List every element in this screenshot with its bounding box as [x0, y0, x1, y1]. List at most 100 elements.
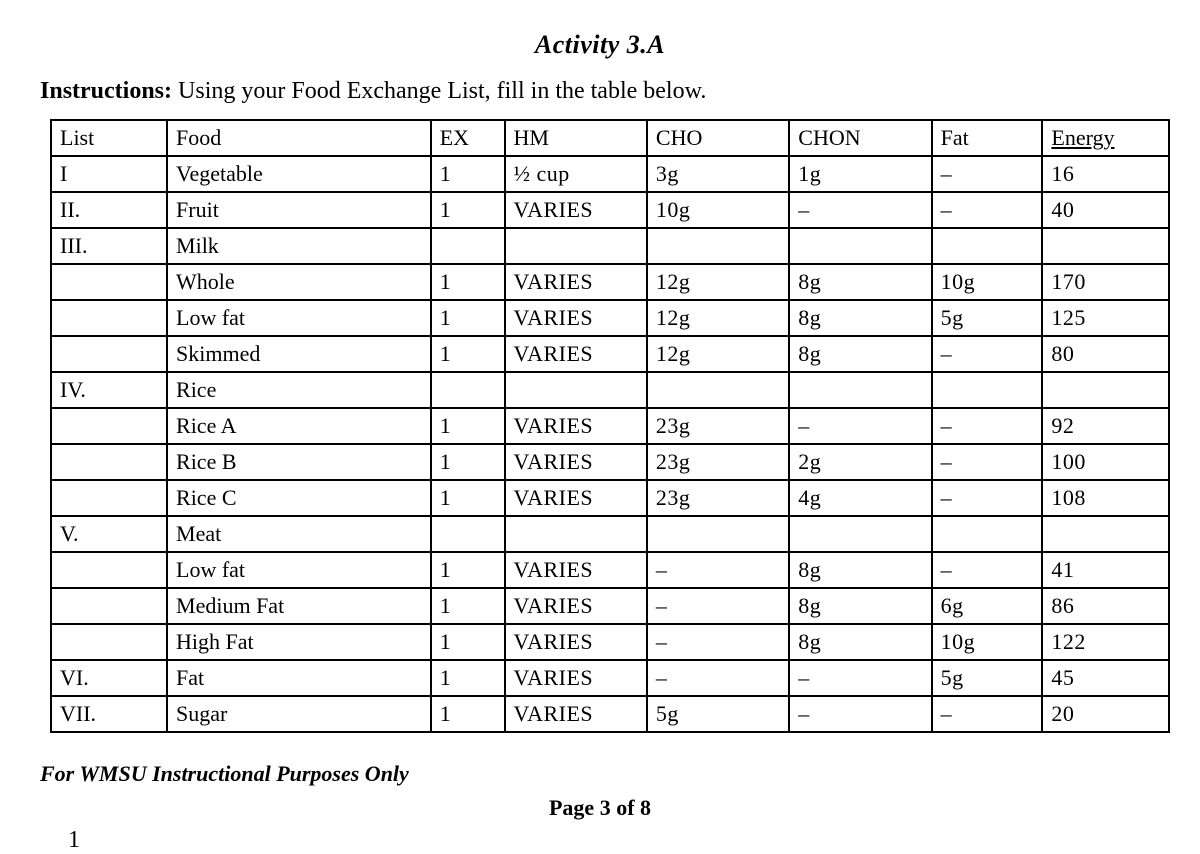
table-row: High Fat1VARIES–8g10g122: [51, 624, 1169, 660]
cell-list: V.: [51, 516, 167, 552]
cell-food: Rice A: [167, 408, 431, 444]
worksheet-page: Activity 3.A Instructions: Using your Fo…: [0, 0, 1200, 848]
cell-ex: 1: [431, 156, 505, 192]
cell-hm: VARIES: [505, 696, 647, 732]
cell-fat: –: [932, 408, 1043, 444]
cell-ex: 1: [431, 192, 505, 228]
cell-fat: 5g: [932, 660, 1043, 696]
cell-food: Sugar: [167, 696, 431, 732]
cell-list: IV.: [51, 372, 167, 408]
cell-energy: 41: [1042, 552, 1169, 588]
cell-energy: 125: [1042, 300, 1169, 336]
cell-chon: 8g: [789, 552, 931, 588]
cell-ex: 1: [431, 552, 505, 588]
col-header-hm: HM: [505, 120, 647, 156]
cell-ex: 1: [431, 624, 505, 660]
cell-hm: VARIES: [505, 588, 647, 624]
col-header-energy: Energy: [1042, 120, 1169, 156]
cell-chon: 8g: [789, 336, 931, 372]
cell-cho: [647, 372, 789, 408]
cell-list: [51, 408, 167, 444]
cell-energy: 108: [1042, 480, 1169, 516]
footer-one: 1: [68, 827, 1160, 854]
cell-ex: [431, 228, 505, 264]
table-row: II.Fruit1VARIES10g––40: [51, 192, 1169, 228]
table-row: IV.Rice: [51, 372, 1169, 408]
cell-ex: 1: [431, 264, 505, 300]
col-header-list: List: [51, 120, 167, 156]
cell-hm: [505, 228, 647, 264]
cell-list: III.: [51, 228, 167, 264]
cell-list: [51, 264, 167, 300]
cell-cho: 23g: [647, 408, 789, 444]
cell-hm: ½ cup: [505, 156, 647, 192]
cell-chon: 2g: [789, 444, 931, 480]
cell-chon: [789, 516, 931, 552]
table-row: Rice A1VARIES23g––92: [51, 408, 1169, 444]
cell-list: [51, 552, 167, 588]
cell-food: Rice C: [167, 480, 431, 516]
cell-food: Rice: [167, 372, 431, 408]
table-row: Low fat1VARIES–8g–41: [51, 552, 1169, 588]
cell-list: VI.: [51, 660, 167, 696]
cell-fat: –: [932, 336, 1043, 372]
col-header-ex: EX: [431, 120, 505, 156]
cell-cho: [647, 516, 789, 552]
cell-fat: –: [932, 192, 1043, 228]
cell-hm: VARIES: [505, 552, 647, 588]
cell-cho: 12g: [647, 264, 789, 300]
cell-chon: [789, 228, 931, 264]
cell-hm: VARIES: [505, 192, 647, 228]
instructions-label: Instructions:: [40, 78, 172, 104]
cell-food: Milk: [167, 228, 431, 264]
instructions-text: Using your Food Exchange List, fill in t…: [172, 78, 706, 104]
cell-ex: 1: [431, 408, 505, 444]
cell-chon: –: [789, 192, 931, 228]
cell-list: I: [51, 156, 167, 192]
cell-hm: [505, 372, 647, 408]
cell-energy: 16: [1042, 156, 1169, 192]
footer-page-number: Page 3 of 8: [40, 795, 1160, 821]
cell-cho: –: [647, 588, 789, 624]
cell-energy: 170: [1042, 264, 1169, 300]
cell-chon: 8g: [789, 264, 931, 300]
cell-cho: 10g: [647, 192, 789, 228]
cell-fat: –: [932, 444, 1043, 480]
instructions-line: Instructions: Using your Food Exchange L…: [40, 78, 1160, 105]
cell-cho: 12g: [647, 300, 789, 336]
cell-fat: 10g: [932, 624, 1043, 660]
cell-energy: 40: [1042, 192, 1169, 228]
cell-food: Whole: [167, 264, 431, 300]
table-header-row: List Food EX HM CHO CHON Fat Energy: [51, 120, 1169, 156]
cell-food: Vegetable: [167, 156, 431, 192]
cell-ex: 1: [431, 696, 505, 732]
cell-food: Fruit: [167, 192, 431, 228]
cell-chon: –: [789, 660, 931, 696]
cell-fat: [932, 372, 1043, 408]
table-row: IVegetable1½ cup3g1g–16: [51, 156, 1169, 192]
table-row: V.Meat: [51, 516, 1169, 552]
cell-cho: [647, 228, 789, 264]
cell-food: Low fat: [167, 552, 431, 588]
cell-energy: 100: [1042, 444, 1169, 480]
cell-fat: 10g: [932, 264, 1043, 300]
cell-hm: VARIES: [505, 408, 647, 444]
cell-energy: [1042, 516, 1169, 552]
table-row: Whole1VARIES12g8g10g170: [51, 264, 1169, 300]
table-row: Skimmed1VARIES12g8g–80: [51, 336, 1169, 372]
cell-list: [51, 336, 167, 372]
cell-hm: VARIES: [505, 264, 647, 300]
cell-cho: –: [647, 660, 789, 696]
table-row: Low fat1VARIES12g8g5g125: [51, 300, 1169, 336]
cell-hm: VARIES: [505, 480, 647, 516]
cell-chon: 8g: [789, 300, 931, 336]
table-row: VI.Fat1VARIES––5g45: [51, 660, 1169, 696]
activity-title: Activity 3.A: [40, 30, 1160, 60]
cell-fat: –: [932, 552, 1043, 588]
cell-cho: 23g: [647, 444, 789, 480]
cell-hm: VARIES: [505, 336, 647, 372]
cell-food: Meat: [167, 516, 431, 552]
cell-fat: –: [932, 696, 1043, 732]
table-row: III.Milk: [51, 228, 1169, 264]
cell-cho: 3g: [647, 156, 789, 192]
